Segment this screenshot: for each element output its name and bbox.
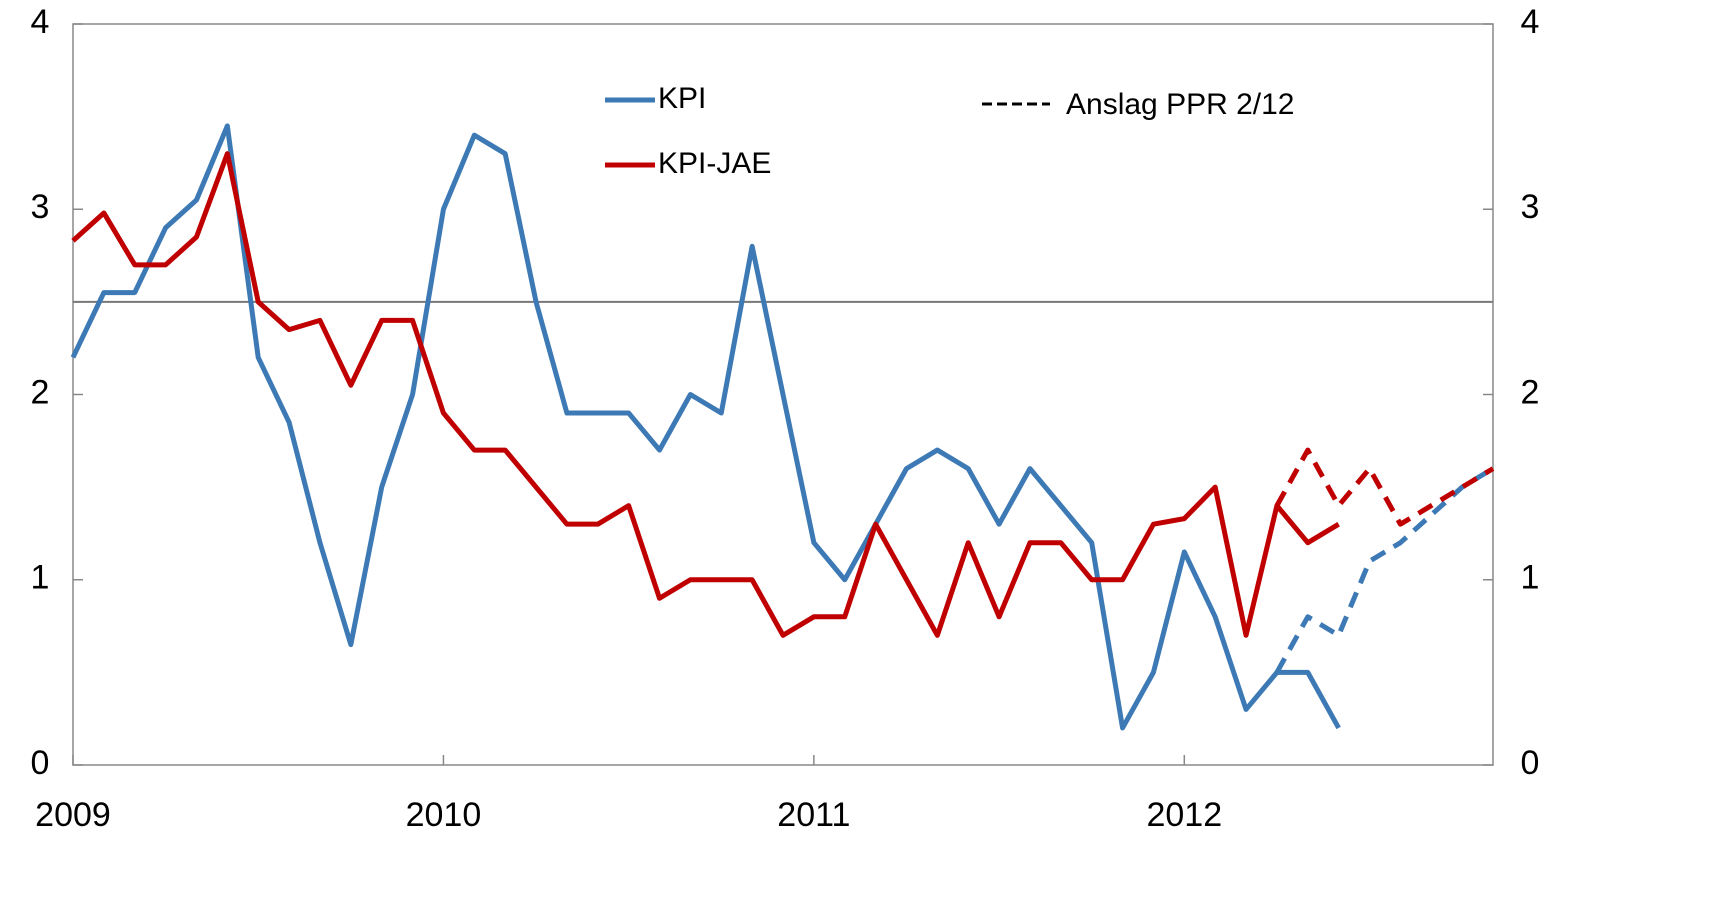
series-line — [70, 123, 1341, 731]
x-tick-label: 2010 — [406, 796, 482, 834]
y-tick-label: 2 — [31, 373, 50, 411]
y2-tick-label: 2 — [1521, 373, 1540, 411]
legend-label: KPI-JAE — [658, 147, 771, 180]
y2-tick-label: 1 — [1521, 559, 1540, 597]
y-tick-label: 3 — [31, 188, 50, 226]
y2-tick-label: 3 — [1521, 188, 1540, 226]
x-tick-label: 2011 — [777, 796, 850, 834]
y-tick-label: 4 — [31, 3, 50, 41]
legend-label: Anslag PPR 2/12 — [1066, 88, 1294, 121]
x-tick-label: 2009 — [35, 796, 111, 834]
x-tick-label: 2012 — [1146, 796, 1222, 834]
forecast-line — [1274, 466, 1495, 674]
legend-label: KPI — [658, 82, 706, 115]
y-tick-label: 1 — [31, 559, 50, 597]
y2-tick-label: 4 — [1521, 3, 1540, 41]
series-line — [71, 151, 1340, 638]
y-tick-label: 0 — [31, 744, 50, 782]
y2-tick-label: 0 — [1521, 744, 1540, 782]
